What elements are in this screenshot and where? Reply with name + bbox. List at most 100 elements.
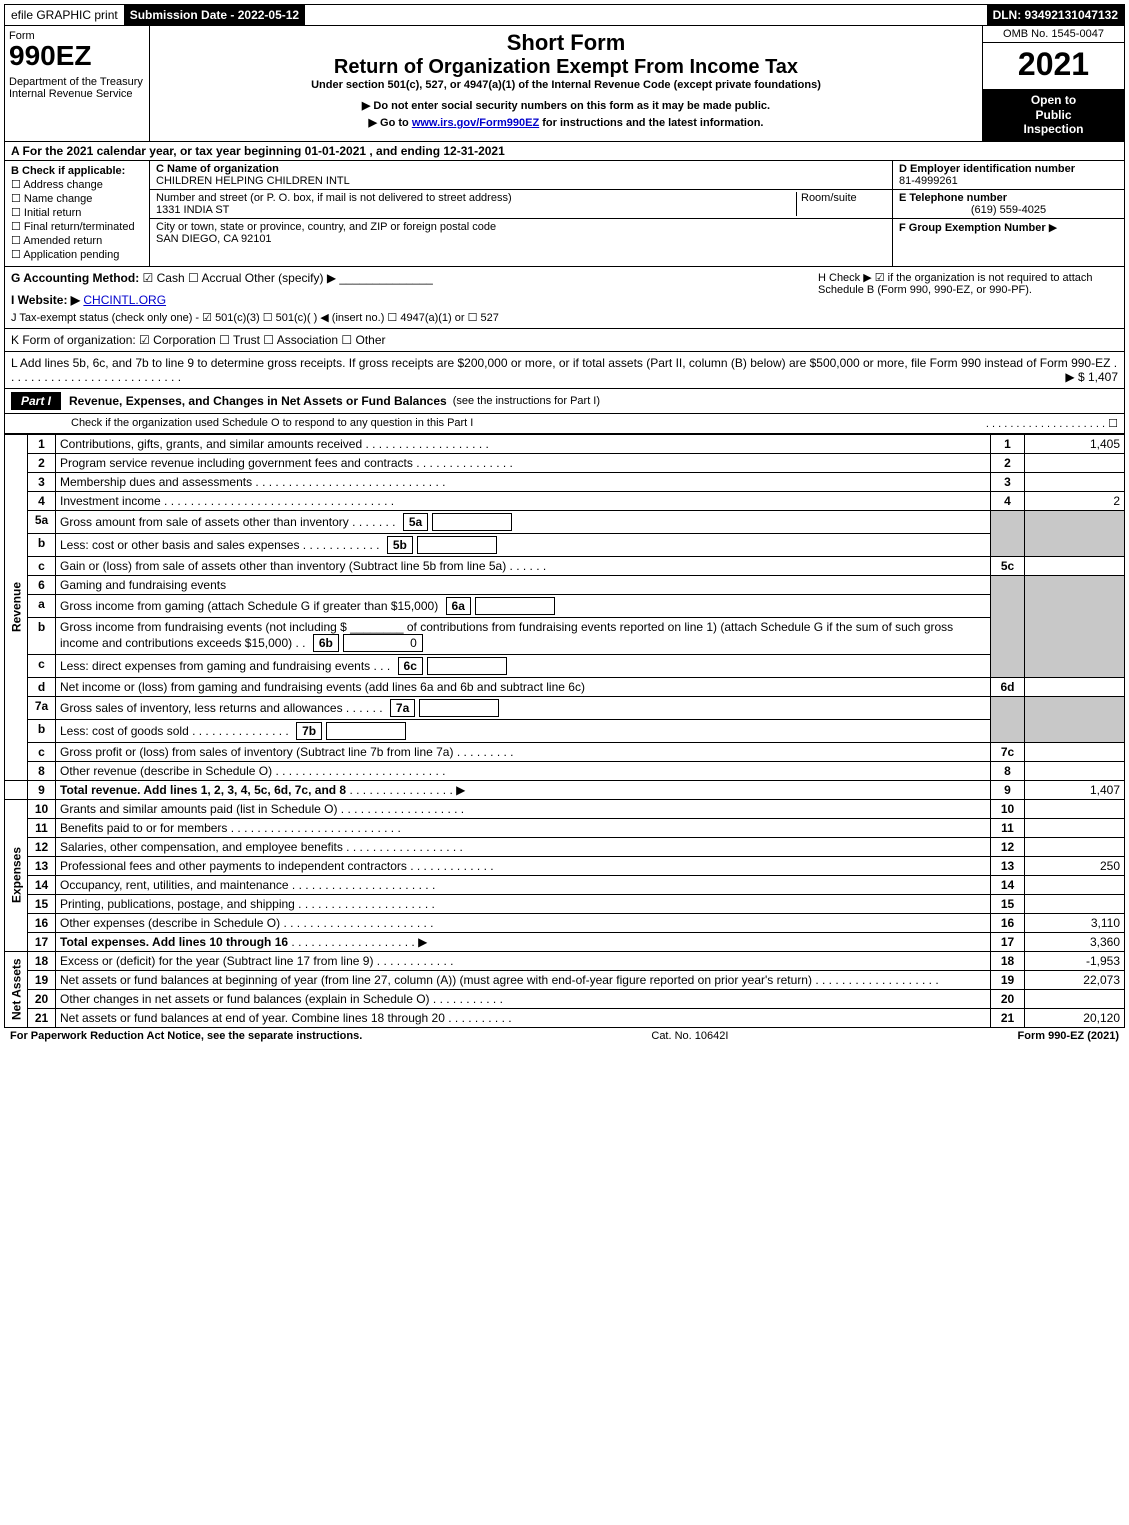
website-link[interactable]: CHCINTL.ORG	[83, 293, 166, 307]
form-header: Form 990EZ Department of the Treasury In…	[4, 25, 1125, 142]
line-15-desc: Printing, publications, postage, and shi…	[56, 894, 991, 913]
line-5a: 5a Gross amount from sale of assets othe…	[5, 510, 1125, 533]
line-7b-val	[326, 722, 406, 740]
line-6d-desc: Net income or (loss) from gaming and fun…	[56, 677, 991, 696]
irs-link[interactable]: www.irs.gov/Form990EZ	[412, 117, 539, 129]
cb-accrual[interactable]: Accrual	[188, 271, 241, 285]
line-9-amt: 1,407	[1025, 780, 1125, 799]
g-label: G Accounting Method:	[11, 271, 139, 285]
line-3-desc: Membership dues and assessments . . . . …	[56, 472, 991, 491]
line-11-desc: Benefits paid to or for members . . . . …	[56, 818, 991, 837]
line-5b: b Less: cost or other basis and sales ex…	[5, 533, 1125, 556]
line-18: Net Assets 18 Excess or (deficit) for th…	[5, 951, 1125, 970]
efile-graphic-print[interactable]: efile GRAPHIC print	[5, 5, 124, 25]
line-6c: c Less: direct expenses from gaming and …	[5, 654, 1125, 677]
line-20: 20 Other changes in net assets or fund b…	[5, 989, 1125, 1008]
part1-title: Revenue, Expenses, and Changes in Net As…	[69, 394, 447, 408]
header-center: Short Form Return of Organization Exempt…	[150, 26, 982, 141]
section-k: K Form of organization: ☑ Corporation ☐ …	[4, 329, 1125, 352]
cb-address-change[interactable]: Address change	[11, 178, 143, 191]
line-8-desc: Other revenue (describe in Schedule O) .…	[56, 761, 991, 780]
line-6c-val	[427, 657, 507, 675]
section-bcdef: B Check if applicable: Address change Na…	[4, 161, 1125, 267]
line-6b-desc: Gross income from fundraising events (no…	[56, 617, 991, 654]
footer-right: Form 990-EZ (2021)	[1018, 1030, 1119, 1042]
website-label: I Website: ▶	[11, 293, 80, 307]
line-5a-val	[432, 513, 512, 531]
line-18-amt: -1,953	[1025, 951, 1125, 970]
ssn-warning: Do not enter social security numbers on …	[156, 99, 976, 112]
dept-treasury: Department of the Treasury	[9, 76, 145, 88]
line-13: 13 Professional fees and other payments …	[5, 856, 1125, 875]
line-14-amt	[1025, 875, 1125, 894]
street-address: 1331 INDIA ST	[156, 204, 229, 216]
line-7a: 7a Gross sales of inventory, less return…	[5, 696, 1125, 719]
section-c: C Name of organization CHILDREN HELPING …	[150, 161, 892, 266]
section-b: B Check if applicable: Address change Na…	[5, 161, 150, 266]
title-return: Return of Organization Exempt From Incom…	[156, 56, 976, 79]
line-19-desc: Net assets or fund balances at beginning…	[56, 970, 991, 989]
cb-cash[interactable]: Cash	[143, 271, 185, 285]
line-12: 12 Salaries, other compensation, and emp…	[5, 837, 1125, 856]
line-11-amt	[1025, 818, 1125, 837]
rotate-expenses: Expenses	[5, 799, 28, 951]
cb-initial-return[interactable]: Initial return	[11, 206, 143, 219]
line-10: Expenses 10 Grants and similar amounts p…	[5, 799, 1125, 818]
line-7a-val	[419, 699, 499, 717]
cb-other-specify[interactable]: Other (specify) ▶	[245, 271, 336, 285]
irs-label: Internal Revenue Service	[9, 88, 145, 100]
page-footer: For Paperwork Reduction Act Notice, see …	[4, 1028, 1125, 1044]
header-right: OMB No. 1545-0047 2021 Open to Public In…	[982, 26, 1124, 141]
line-9-desc: Total revenue. Add lines 1, 2, 3, 4, 5c,…	[56, 780, 991, 799]
line-14-desc: Occupancy, rent, utilities, and maintena…	[56, 875, 991, 894]
goto-line: ▶ Go to www.irs.gov/Form990EZ for instru…	[156, 116, 976, 129]
line-6d: d Net income or (loss) from gaming and f…	[5, 677, 1125, 696]
line-19: 19 Net assets or fund balances at beginn…	[5, 970, 1125, 989]
line-6d-amt	[1025, 677, 1125, 696]
part1-note1: (see the instructions for Part I)	[453, 395, 600, 407]
line-21-desc: Net assets or fund balances at end of ye…	[56, 1008, 991, 1027]
open-line2: Public	[1035, 108, 1071, 122]
line-6a-val	[475, 597, 555, 615]
line-4-amt: 2	[1025, 491, 1125, 510]
line-1-amt: 1,405	[1025, 434, 1125, 453]
line-10-amt	[1025, 799, 1125, 818]
subtitle: Under section 501(c), 527, or 4947(a)(1)…	[156, 79, 976, 91]
line-17-amt: 3,360	[1025, 932, 1125, 951]
cb-amended-return[interactable]: Amended return	[11, 234, 143, 247]
part1-tag: Part I	[11, 392, 61, 410]
goto-pre: Go to	[380, 117, 412, 129]
l-amount: ▶ $ 1,407	[1065, 370, 1118, 384]
line-7c: c Gross profit or (loss) from sales of i…	[5, 742, 1125, 761]
line-21-amt: 20,120	[1025, 1008, 1125, 1027]
cb-application-pending[interactable]: Application pending	[11, 248, 143, 261]
line-8-amt	[1025, 761, 1125, 780]
header-left: Form 990EZ Department of the Treasury In…	[5, 26, 150, 141]
revenue-lines: Revenue 1 Contributions, gifts, grants, …	[4, 434, 1125, 1028]
line-6a: a Gross income from gaming (attach Sched…	[5, 594, 1125, 617]
line-16-desc: Other expenses (describe in Schedule O) …	[56, 913, 991, 932]
line-7c-amt	[1025, 742, 1125, 761]
ein: 81-4999261	[899, 175, 958, 187]
cb-name-change[interactable]: Name change	[11, 192, 143, 205]
line-2-amt	[1025, 453, 1125, 472]
section-ghij: G Accounting Method: Cash Accrual Other …	[4, 267, 1125, 329]
h-schedule-b: H Check ▶ ☑ if the organization is not r…	[818, 271, 1118, 296]
cb-final-return[interactable]: Final return/terminated	[11, 220, 143, 233]
line-4: 4 Investment income . . . . . . . . . . …	[5, 491, 1125, 510]
cb-schedule-o[interactable]	[1108, 418, 1118, 430]
line-21: 21 Net assets or fund balances at end of…	[5, 1008, 1125, 1027]
goto-post: for instructions and the latest informat…	[539, 117, 763, 129]
d-ein-label: D Employer identification number	[899, 163, 1075, 175]
line-6a-desc: Gross income from gaming (attach Schedul…	[56, 594, 991, 617]
dln: DLN: 93492131047132	[987, 5, 1124, 25]
line-15: 15 Printing, publications, postage, and …	[5, 894, 1125, 913]
city-state-zip: SAN DIEGO, CA 92101	[156, 233, 272, 245]
line-5c: c Gain or (loss) from sale of assets oth…	[5, 556, 1125, 575]
line-5a-desc: Gross amount from sale of assets other t…	[56, 510, 991, 533]
part1-note2-row: Check if the organization used Schedule …	[4, 414, 1125, 434]
line-7a-desc: Gross sales of inventory, less returns a…	[56, 696, 991, 719]
line-13-amt: 250	[1025, 856, 1125, 875]
line-1-desc: Contributions, gifts, grants, and simila…	[56, 434, 991, 453]
addr-label: Number and street (or P. O. box, if mail…	[156, 192, 512, 204]
